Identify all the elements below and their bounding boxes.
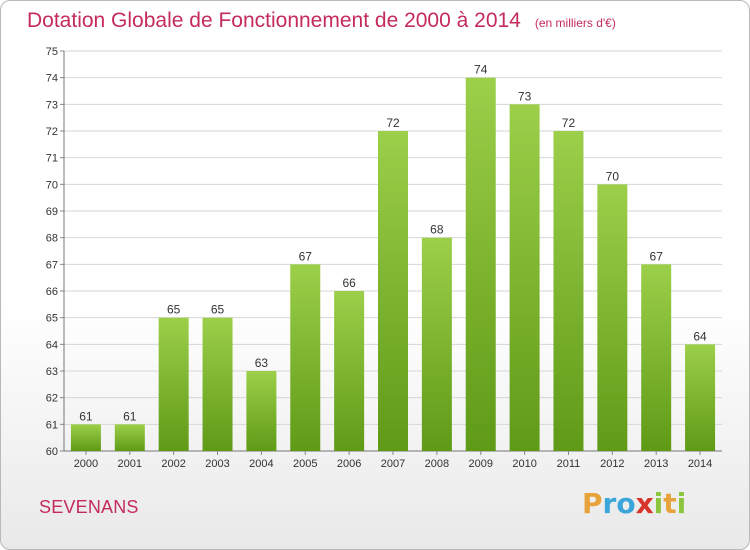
bar	[378, 131, 408, 451]
x-tick-label: 2006	[337, 458, 361, 470]
proxiti-logo: Proxiti	[582, 487, 712, 527]
logo-letter: P	[582, 487, 603, 520]
bar-value-label: 67	[650, 249, 664, 263]
x-tick-label: 2008	[425, 458, 449, 470]
bar	[597, 184, 628, 452]
bar	[246, 371, 277, 451]
x-tick-label: 2007	[381, 458, 405, 470]
x-tick-label: 2003	[205, 458, 229, 470]
x-tick-label: 2002	[161, 458, 185, 470]
y-tick-label: 68	[46, 233, 58, 245]
y-tick-label: 64	[46, 339, 58, 351]
bar-value-label: 68	[430, 223, 444, 237]
bar-value-label: 67	[299, 249, 313, 263]
logo-letter: i	[676, 487, 687, 520]
x-tick-label: 2004	[249, 458, 273, 470]
bar-value-label: 72	[562, 116, 576, 130]
y-tick-label: 65	[46, 313, 58, 325]
bar-value-label: 61	[79, 409, 93, 423]
bar	[334, 291, 365, 451]
y-tick-label: 61	[46, 419, 58, 431]
bar-value-label: 64	[693, 329, 707, 343]
bar-value-label: 72	[386, 116, 400, 130]
chart-unit: (en milliers d'€)	[534, 16, 616, 30]
y-tick-label: 67	[46, 259, 58, 271]
bar	[641, 264, 672, 451]
x-tick-label: 2001	[118, 458, 142, 470]
commune-name: SEVENANS	[39, 497, 139, 517]
bar-value-label: 73	[518, 89, 532, 103]
bar-value-label: 66	[342, 276, 356, 290]
chart-title: Dotation Globale de Fonctionnement de 20…	[27, 9, 521, 32]
bar-value-label: 65	[167, 303, 181, 317]
x-tick-label: 2014	[688, 458, 712, 470]
x-tick-label: 2013	[644, 458, 668, 470]
y-tick-label: 71	[46, 153, 58, 165]
logo-letter: i	[653, 487, 664, 520]
y-tick-label: 72	[46, 126, 58, 138]
y-tick-label: 66	[46, 286, 58, 298]
bar-value-label: 65	[211, 303, 225, 317]
bar	[114, 424, 145, 451]
logo-letter: x	[635, 487, 654, 520]
y-tick-label: 60	[46, 446, 58, 458]
bar	[553, 131, 584, 451]
x-tick-label: 2010	[512, 458, 536, 470]
y-tick-label: 73	[46, 99, 58, 111]
chart-title-block: Dotation Globale de Fonctionnement de 20…	[27, 9, 616, 33]
bar	[202, 317, 233, 451]
bar-value-label: 74	[474, 63, 488, 77]
logo-letter: t	[663, 487, 677, 520]
bar	[685, 344, 716, 451]
bar	[421, 237, 452, 451]
y-tick-label: 74	[46, 73, 58, 85]
bar	[465, 77, 496, 452]
x-tick-label: 2000	[74, 458, 98, 470]
y-tick-label: 62	[46, 393, 58, 405]
bar	[70, 424, 101, 451]
bar-value-label: 63	[255, 356, 269, 370]
y-tick-label: 75	[46, 46, 58, 58]
x-tick-label: 2011	[557, 458, 581, 470]
x-tick-label: 2005	[293, 458, 317, 470]
x-tick-label: 2012	[600, 458, 624, 470]
y-tick-label: 69	[46, 206, 58, 218]
bar	[158, 317, 189, 451]
y-tick-label: 63	[46, 366, 58, 378]
bar	[290, 264, 321, 451]
bar-value-label: 70	[606, 169, 620, 183]
bar	[509, 104, 540, 451]
x-tick-label: 2009	[468, 458, 492, 470]
y-tick-label: 70	[46, 179, 58, 191]
bar-value-label: 61	[123, 409, 137, 423]
logo-letter: r	[602, 487, 617, 520]
logo-letter: o	[616, 487, 636, 520]
